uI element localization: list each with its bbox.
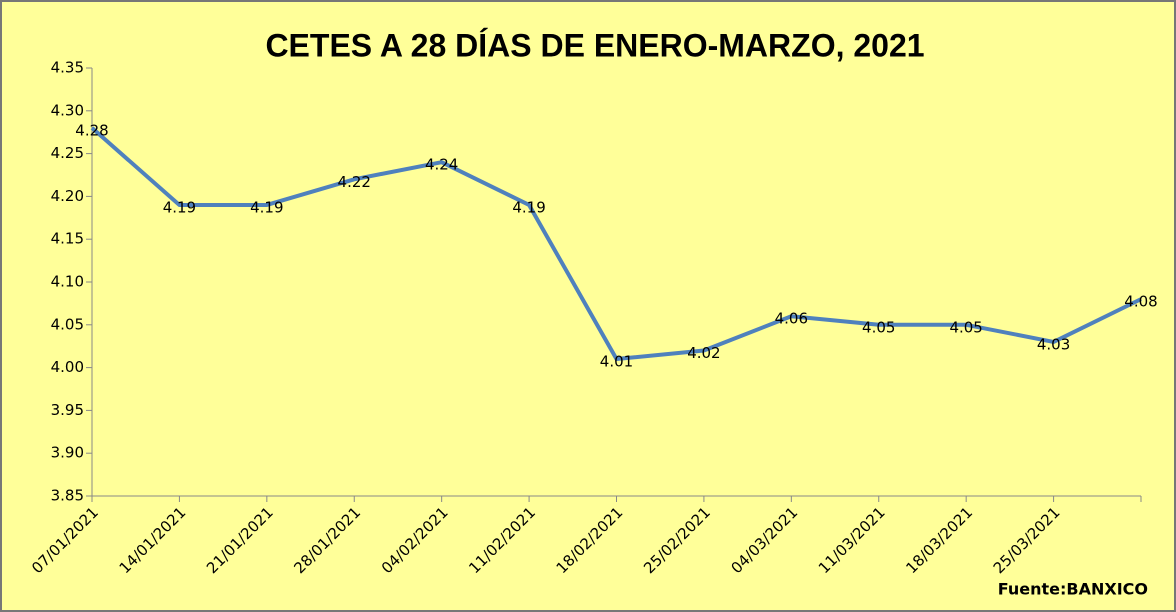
- y-tick-label: 4.20: [51, 187, 84, 205]
- y-tick-label: 4.05: [51, 315, 84, 333]
- data-label: 4.08: [1124, 293, 1157, 311]
- y-tick-label: 4.30: [51, 101, 84, 119]
- y-tick-label: 3.95: [51, 401, 84, 419]
- data-label: 4.19: [250, 198, 283, 216]
- data-label: 4.24: [425, 156, 458, 174]
- data-label: 4.22: [338, 173, 371, 191]
- data-label: 4.02: [687, 344, 720, 362]
- y-tick-label: 4.10: [51, 273, 84, 291]
- data-label: 4.19: [512, 198, 545, 216]
- y-tick-label: 4.15: [51, 230, 84, 248]
- data-label: 4.19: [163, 198, 196, 216]
- series-line: [90, 126, 1142, 362]
- y-tick-label: 4.00: [51, 358, 84, 376]
- data-label: 4.06: [775, 310, 808, 328]
- chart-title: CETES A 28 DÍAS DE ENERO-MARZO, 2021: [265, 27, 924, 63]
- y-tick-label: 4.35: [51, 59, 84, 77]
- y-tick-label: 3.85: [51, 487, 84, 505]
- source-note: Fuente:BANXICO: [998, 580, 1148, 599]
- y-tick-label: 3.90: [51, 444, 84, 462]
- data-label: 4.28: [75, 121, 108, 139]
- data-label: 4.05: [949, 318, 982, 336]
- data-label: 4.03: [1037, 335, 1070, 353]
- data-label: 4.01: [600, 353, 633, 371]
- data-label: 4.05: [862, 318, 895, 336]
- y-tick-label: 4.25: [51, 144, 84, 162]
